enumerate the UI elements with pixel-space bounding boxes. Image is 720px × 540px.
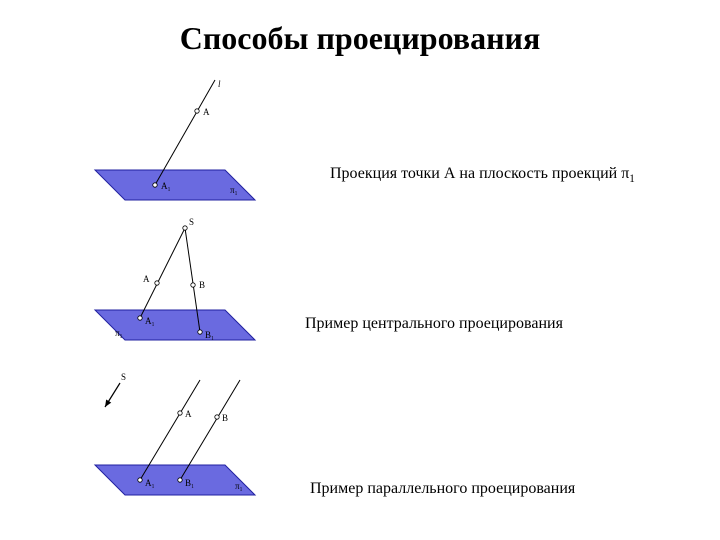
diagram-1: A A₁ l π₁ [85,75,265,205]
svg-text:π₁: π₁ [230,185,238,195]
svg-text:A₁: A₁ [161,181,171,191]
caption-1-text: Проекция точки А на плоскость проекций π [330,165,629,182]
caption-3: Пример параллельного проецирования [310,480,575,498]
svg-text:A: A [185,409,192,419]
svg-text:S: S [189,217,194,227]
caption-2: Пример центрального проецирования [305,315,563,333]
svg-text:π₁: π₁ [115,328,123,338]
svg-text:B: B [199,280,205,290]
caption-1: Проекция точки А на плоскость проекций π… [330,165,635,185]
svg-text:B: B [222,413,228,423]
diagram-3: A B A₁ B₁ Sπ₁ [85,365,265,505]
svg-text:A₁: A₁ [145,478,155,488]
svg-text:B₁: B₁ [205,330,214,340]
svg-text:π₁: π₁ [235,481,243,491]
svg-text:l: l [218,79,221,89]
svg-text:A₁: A₁ [145,316,155,326]
svg-text:B₁: B₁ [185,478,194,488]
caption-1-sub: 1 [629,173,635,185]
svg-text:A: A [203,107,210,117]
page-title: Способы проецирования [0,0,720,57]
svg-text:S: S [121,372,126,382]
diagram-2: S A B A₁ B₁ π₁ [85,210,265,350]
svg-text:A: A [143,274,150,284]
